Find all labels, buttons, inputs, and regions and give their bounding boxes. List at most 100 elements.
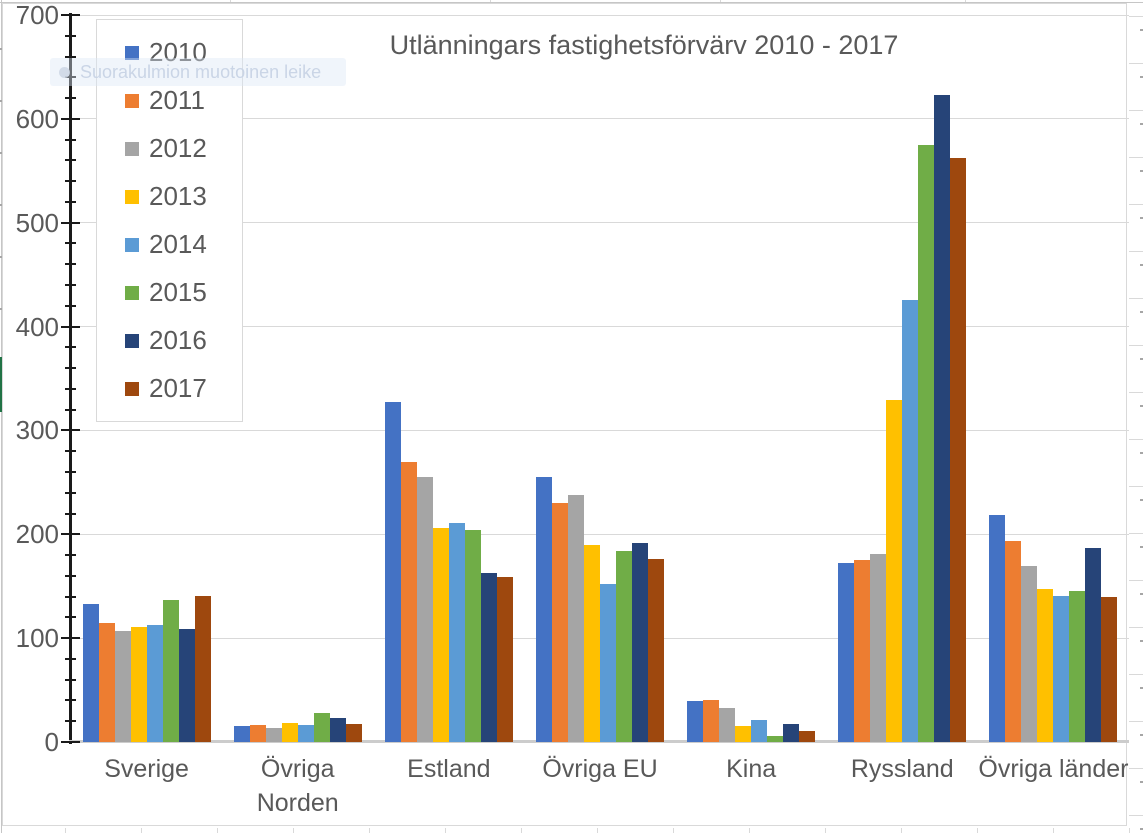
bar-2015-övriga-länder[interactable] (1069, 591, 1085, 742)
spreadsheet-gridline (490, 0, 491, 2)
spreadsheet-gridline (1129, 580, 1143, 581)
bar-2017-estland[interactable] (497, 577, 513, 742)
bar-2015-övriga-norden[interactable] (314, 713, 330, 742)
bar-2016-övriga-länder[interactable] (1085, 548, 1101, 742)
bar-2015-kina[interactable] (767, 736, 783, 742)
bar-2015-sverige[interactable] (163, 600, 179, 742)
bar-2013-övriga-länder[interactable] (1037, 589, 1053, 742)
legend-swatch-icon (125, 141, 139, 156)
bar-2010-ryssland[interactable] (838, 563, 854, 742)
bar-2013-övriga-norden[interactable] (282, 723, 298, 742)
y-axis-line (69, 13, 72, 744)
spreadsheet-gridline (1140, 828, 1143, 830)
legend-label: 2011 (149, 85, 205, 115)
bar-2012-övriga-eu[interactable] (568, 495, 584, 742)
bar-2014-estland[interactable] (449, 523, 465, 742)
bar-2016-estland[interactable] (481, 573, 497, 742)
bar-2011-övriga-norden[interactable] (250, 725, 266, 742)
bar-2013-sverige[interactable] (131, 627, 147, 742)
bar-2011-sverige[interactable] (99, 623, 115, 742)
y-axis-major-tick (61, 117, 80, 120)
bar-2013-estland[interactable] (433, 528, 449, 742)
bar-2013-ryssland[interactable] (886, 400, 902, 742)
spreadsheet-gridline (1129, 674, 1143, 675)
legend-item-2014[interactable]: 2014 (125, 229, 242, 260)
bar-2014-övriga-eu[interactable] (600, 584, 616, 742)
bar-2011-kina[interactable] (703, 700, 719, 742)
spreadsheet-gridline (977, 828, 978, 833)
spreadsheet-gridline (1129, 815, 1143, 816)
bar-2012-ryssland[interactable] (870, 554, 886, 742)
bar-2017-övriga-länder[interactable] (1101, 597, 1117, 742)
spreadsheet-gridline (825, 828, 826, 833)
x-axis-label-övriga-norden: Övriga Norden (256, 755, 339, 817)
bar-2011-ryssland[interactable] (854, 560, 870, 742)
bar-2010-kina[interactable] (687, 701, 703, 742)
bar-2011-övriga-länder[interactable] (1005, 541, 1021, 742)
bar-2010-övriga-eu[interactable] (536, 477, 552, 742)
bar-2017-övriga-eu[interactable] (648, 559, 664, 742)
y-axis-major-tick (61, 325, 80, 328)
bar-2013-kina[interactable] (735, 726, 751, 742)
bar-2014-övriga-länder[interactable] (1053, 596, 1069, 742)
spreadsheet-gridline (1140, 217, 1143, 219)
bar-2016-sverige[interactable] (179, 629, 195, 742)
bar-2016-övriga-norden[interactable] (330, 718, 346, 742)
x-axis-label-övriga-eu: Övriga EU (542, 755, 658, 783)
bar-2014-sverige[interactable] (147, 625, 163, 742)
spreadsheet-gridline (369, 828, 370, 833)
bar-2012-övriga-länder[interactable] (1021, 566, 1037, 742)
bar-2016-kina[interactable] (783, 724, 799, 742)
bar-2017-övriga-norden[interactable] (346, 724, 362, 742)
spreadsheet-gridline (1129, 439, 1143, 440)
y-axis-minor-tick (65, 657, 76, 660)
spreadsheet-gridline (1140, 640, 1143, 642)
bar-2014-övriga-norden[interactable] (298, 725, 314, 742)
spreadsheet-gridline (65, 828, 66, 833)
bar-2011-övriga-eu[interactable] (552, 503, 568, 742)
y-axis-minor-tick (65, 138, 76, 141)
bar-2012-övriga-norden[interactable] (266, 728, 282, 742)
bar-2012-estland[interactable] (417, 477, 433, 742)
legend-item-2012[interactable]: 2012 (125, 133, 242, 164)
legend-item-2011[interactable]: 2011 (125, 85, 242, 116)
bar-2017-kina[interactable] (799, 731, 815, 742)
bar-2010-övriga-länder[interactable] (989, 515, 1005, 742)
bar-2014-ryssland[interactable] (902, 300, 918, 742)
gridline (71, 118, 1129, 120)
y-axis-tick-label: 400 (15, 311, 59, 342)
y-axis-tick-label: 700 (15, 0, 59, 30)
legend-label: 2016 (149, 325, 207, 355)
spreadsheet-top-gridline (0, 2, 1143, 3)
spreadsheet-gridline (0, 308, 3, 310)
spreadsheet-gridline (1140, 170, 1143, 172)
bar-2015-ryssland[interactable] (918, 145, 934, 742)
y-axis-minor-tick (65, 595, 76, 598)
legend-swatch-icon (125, 285, 139, 300)
spreadsheet-gridline (0, 256, 3, 258)
bar-2015-estland[interactable] (465, 530, 481, 742)
legend-item-2016[interactable]: 2016 (125, 325, 242, 356)
spreadsheet-gridline (0, 100, 3, 102)
bar-2014-kina[interactable] (751, 720, 767, 742)
bar-2017-ryssland[interactable] (950, 158, 966, 742)
legend-item-2010[interactable]: 2010 (125, 37, 242, 68)
bar-2013-övriga-eu[interactable] (584, 545, 600, 742)
y-axis-tick-label: 0 (44, 727, 59, 757)
bar-2010-estland[interactable] (385, 402, 401, 742)
legend-item-2017[interactable]: 2017 (125, 373, 242, 404)
spreadsheet-gridline (293, 828, 294, 833)
bar-2010-övriga-norden[interactable] (234, 726, 250, 742)
bar-2016-övriga-eu[interactable] (632, 543, 648, 742)
spreadsheet-gridline (1129, 204, 1143, 205)
bar-2011-estland[interactable] (401, 462, 417, 742)
bar-2010-sverige[interactable] (83, 604, 99, 742)
bar-2012-sverige[interactable] (115, 631, 131, 742)
bar-2012-kina[interactable] (719, 708, 735, 742)
bar-2015-övriga-eu[interactable] (616, 551, 632, 742)
legend-item-2015[interactable]: 2015 (125, 277, 242, 308)
bar-2016-ryssland[interactable] (934, 95, 950, 742)
bar-2017-sverige[interactable] (195, 596, 211, 742)
legend-item-2013[interactable]: 2013 (125, 181, 242, 212)
y-axis-minor-tick (65, 304, 76, 307)
